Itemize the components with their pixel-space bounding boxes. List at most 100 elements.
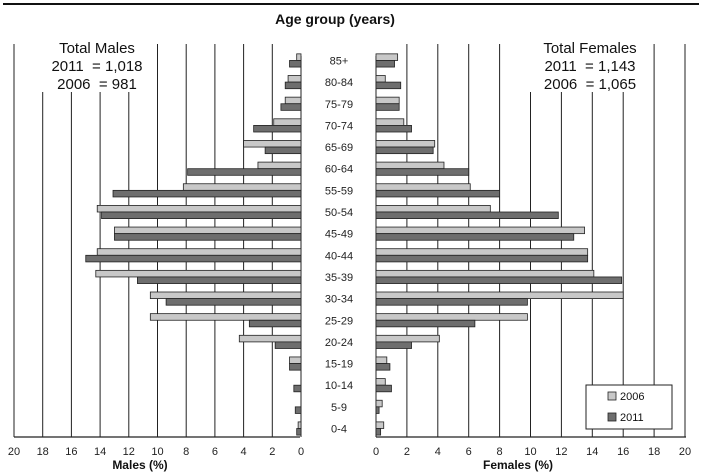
male-bar-2006 <box>273 118 302 126</box>
age-label: 70-74 <box>325 120 353 132</box>
male-bar-2011 <box>294 406 302 414</box>
female-bar-2006 <box>375 334 440 343</box>
female-bar-2006 <box>375 291 624 299</box>
legend-label-2011: 2011 <box>620 412 644 424</box>
age-label-backdrop <box>318 291 360 305</box>
male-bar-2006 <box>96 248 302 256</box>
male-totals-2006: 2006 = 981 <box>57 76 137 93</box>
male-totals-backdrop <box>40 40 154 92</box>
female-bar-2011 <box>375 211 559 219</box>
age-label: 0-4 <box>331 424 347 436</box>
age-label-backdrop <box>318 96 360 110</box>
male-bar-2011 <box>264 146 302 155</box>
age-label-backdrop <box>318 248 360 262</box>
male-tick-label: 12 <box>123 446 135 458</box>
age-label: 10-14 <box>325 380 353 392</box>
male-bar-2006 <box>297 421 302 429</box>
male-bar-2006 <box>284 96 302 105</box>
female-bar-2011 <box>375 276 623 284</box>
female-bar-2011 <box>375 428 382 436</box>
male-tick-label: 0 <box>298 446 304 458</box>
female-bar-2011 <box>375 363 391 371</box>
female-totals-heading: Total Females <box>543 40 636 57</box>
male-bar-2006 <box>289 356 302 364</box>
age-label-backdrop <box>318 140 360 154</box>
female-bar-2011 <box>375 254 589 263</box>
male-tick-label: 8 <box>183 446 189 458</box>
male-tick-labels: 0 2 4 6 8 10 12 14 16 18 20 <box>8 446 304 458</box>
age-label: 65-69 <box>325 142 353 154</box>
male-bar-2011 <box>289 363 302 371</box>
male-bar-2011 <box>187 168 302 176</box>
legend-swatch-2011 <box>607 412 617 422</box>
age-label: 50-54 <box>325 207 353 219</box>
male-tick-label: 10 <box>151 446 163 458</box>
age-label: 80-84 <box>325 77 353 89</box>
male-tick-label: 16 <box>65 446 77 458</box>
age-label: 45-49 <box>325 229 353 241</box>
female-bar-2006 <box>375 140 436 148</box>
male-bar-2011 <box>280 103 302 111</box>
male-axis-label: Males (%) <box>112 458 167 472</box>
legend-box <box>585 384 673 430</box>
age-label-backdrop <box>318 356 360 370</box>
male-tick-label: 2 <box>269 446 275 458</box>
male-bar-2011 <box>253 125 302 133</box>
male-bar-2006 <box>114 226 302 235</box>
female-tick-label: 6 <box>466 446 472 458</box>
age-label-backdrop <box>318 421 360 435</box>
male-bar-2006 <box>238 334 302 343</box>
female-bar-2006 <box>375 269 595 278</box>
female-bar-2011 <box>375 189 500 198</box>
female-bar-2011 <box>375 125 412 133</box>
male-bar-2011 <box>248 319 302 328</box>
female-bar-2006 <box>375 313 528 321</box>
female-bar-2006 <box>375 399 383 408</box>
female-bar-2006 <box>375 226 585 235</box>
male-bar-2006 <box>296 53 302 61</box>
female-tick-labels: 0 2 4 6 8 10 12 14 16 18 20 <box>373 446 691 458</box>
age-label: 75-79 <box>325 99 353 111</box>
male-bar-2011 <box>112 189 302 198</box>
female-bar-2011 <box>375 384 392 393</box>
age-label: 35-39 <box>325 272 353 284</box>
age-label-backdrop <box>318 161 360 175</box>
female-totals-backdrop <box>528 40 652 92</box>
female-bar-2006 <box>375 75 386 83</box>
female-tick-label: 0 <box>373 446 379 458</box>
age-label: 15-19 <box>325 359 353 371</box>
female-bar-2006 <box>375 378 386 386</box>
age-label: 60-64 <box>325 164 353 176</box>
male-bar-2011 <box>85 254 302 263</box>
female-tick-label: 16 <box>617 446 629 458</box>
male-tick-label: 4 <box>241 446 247 458</box>
female-bar-2006 <box>375 53 399 61</box>
female-bar-2006 <box>375 161 445 170</box>
female-bar-2011 <box>375 298 528 306</box>
male-bar-2011 <box>274 341 302 349</box>
female-bar-2011 <box>375 406 380 414</box>
female-bar-2006 <box>375 96 400 105</box>
female-bar-2006 <box>375 421 385 429</box>
age-label-backdrop <box>318 334 360 348</box>
male-bar-2011 <box>165 298 302 306</box>
male-tick-label: 6 <box>212 446 218 458</box>
age-label-backdrop <box>318 118 360 132</box>
age-label-backdrop <box>318 205 360 218</box>
female-tick-label: 20 <box>679 446 691 458</box>
age-label-backdrop <box>318 269 360 283</box>
female-tick-label: 14 <box>586 446 598 458</box>
female-bar-2011 <box>375 81 402 90</box>
age-group-labels: 0-4 5-9 10-14 15-19 20-24 25-29 30-34 35-39 40-4… <box>318 53 360 436</box>
male-bar-2011 <box>289 60 302 68</box>
male-tick-label: 18 <box>37 446 49 458</box>
male-bar-2011 <box>293 384 302 393</box>
female-axis-label: Females (%) <box>483 458 553 472</box>
age-label-backdrop <box>318 183 360 197</box>
male-bar-2006 <box>95 269 302 278</box>
female-bar-2006 <box>375 248 589 256</box>
male-bar-2011 <box>137 276 302 284</box>
female-bar-2011 <box>375 146 434 155</box>
age-label: 85+ <box>330 55 349 67</box>
male-bar-2006 <box>243 140 302 148</box>
